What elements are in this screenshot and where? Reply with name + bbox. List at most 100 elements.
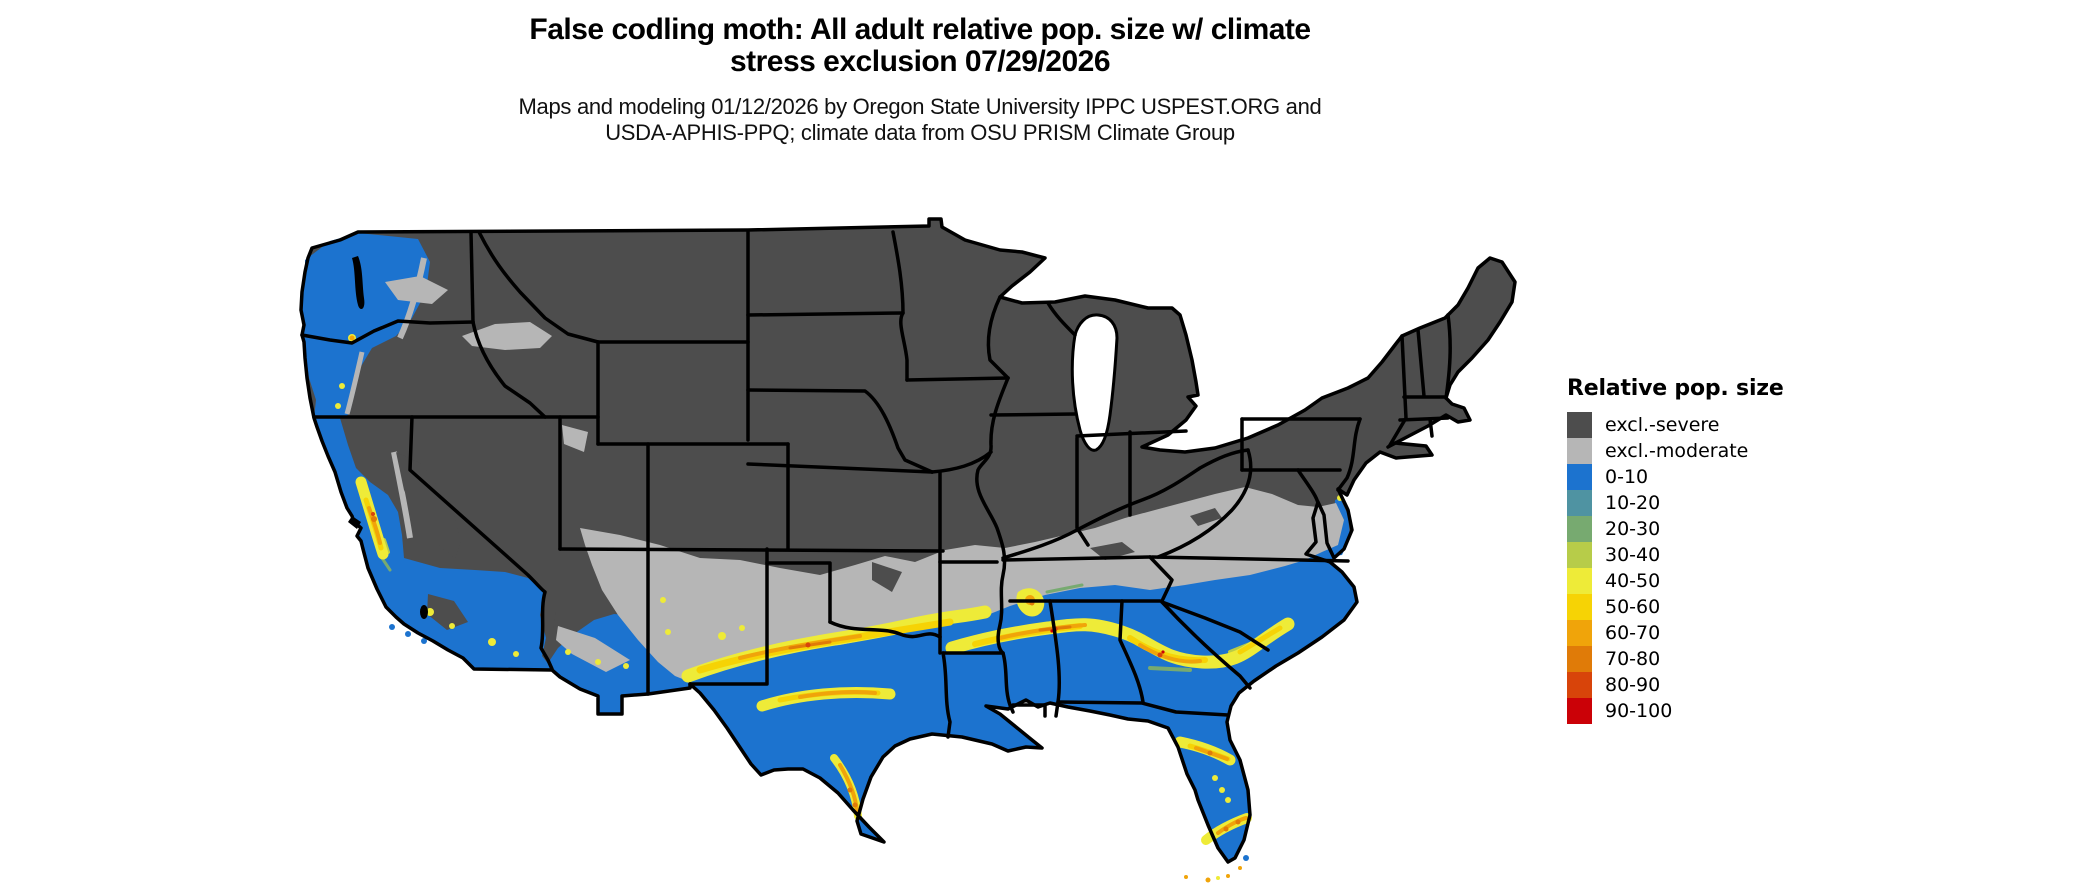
speck-yellow: [595, 659, 601, 665]
speck-yellow: [565, 649, 571, 655]
border-nh-me: [1444, 313, 1452, 400]
speck-70-80: [1207, 750, 1213, 756]
border-la-ms-31n: [1011, 703, 1047, 718]
regions-excl-moderate: [344, 257, 1344, 682]
page-title-line2: stress exclusion 07/29/2026: [729, 45, 1111, 78]
region-blue-pnw: [301, 233, 430, 418]
border-ms-al: [1048, 599, 1062, 718]
puget-sound: [352, 256, 365, 310]
speck-70-80: [1235, 819, 1241, 825]
conus-outline: [299, 217, 1517, 864]
map-header: False codling moth: All adult relative p…: [260, 14, 1580, 146]
border-wa-or: [300, 319, 475, 345]
keys-speck: [1238, 866, 1242, 870]
speck-yellow: [335, 403, 341, 409]
keys-speck: [1205, 877, 1211, 883]
legend-swatch: [1567, 646, 1592, 672]
legend-item-90-100: 90-100: [1567, 698, 1784, 724]
region-moderate-arizona: [556, 626, 630, 672]
border-red-river: [828, 620, 942, 639]
legend-label: 90-100: [1605, 700, 1673, 722]
legend-label: 50-60: [1605, 596, 1661, 618]
border-vt-nh: [1416, 328, 1426, 398]
patch-severe-sierra: [396, 452, 461, 558]
border-nm-tx: [688, 547, 769, 686]
border-fl-north: [1056, 700, 1230, 717]
map-subtitle: Maps and modeling 01/12/2026 by Oregon S…: [260, 94, 1580, 146]
border-sd-ne: [746, 388, 934, 474]
patch-severe-coloradoriver: [542, 600, 556, 638]
salton-sea: [420, 605, 428, 619]
core-orange-central-valley: [367, 506, 382, 545]
legend-item-20-30: 20-30: [1567, 516, 1784, 542]
map-legend: Relative pop. size excl.-severe excl.-mo…: [1567, 376, 1784, 724]
legend-swatch-icon: [1567, 516, 1592, 542]
core-orange-southeast-2: [1138, 643, 1202, 664]
border-al-ga: [1118, 599, 1145, 704]
border-ok-panhandle: [765, 561, 832, 624]
speck-yellow: [339, 383, 345, 389]
core-orange-northflorida: [1194, 746, 1229, 761]
border-ohio-river: [1001, 448, 1250, 560]
fringe-20-30-ga: [1148, 666, 1192, 672]
speck-yellow: [449, 623, 455, 629]
legend-swatch: [1567, 594, 1592, 620]
legend-title: Relative pop. size: [1567, 376, 1784, 401]
border-potomac: [1296, 468, 1320, 505]
legend-swatch-icon: [1567, 412, 1592, 438]
page-title-line1: False codling moth: All adult relative p…: [529, 13, 1311, 46]
speck-80-90: [1157, 652, 1163, 658]
legend-swatch-icon: [1567, 490, 1592, 516]
legend-label: 0-10: [1605, 466, 1649, 488]
border-va-nc: [1150, 555, 1350, 563]
speck-yellow: [718, 632, 726, 640]
legend-label: 20-30: [1605, 518, 1661, 540]
border-il-in: [1075, 436, 1090, 547]
speck-yellow: [660, 597, 666, 603]
legend-item-40-50: 40-50: [1567, 568, 1784, 594]
patch-severe-oklahoma: [872, 562, 902, 592]
florida-tip-dot: [1243, 855, 1249, 861]
legend-swatch: [1567, 620, 1592, 646]
border-mn-wi: [986, 295, 1010, 380]
legend-swatch: [1567, 568, 1592, 594]
speck-yellow: [623, 663, 629, 669]
border-ga-sc: [1160, 600, 1252, 690]
legend-swatch: [1567, 672, 1592, 698]
island-dot: [389, 624, 395, 630]
subtitle-line1: Maps and modeling 01/12/2026 by Oregon S…: [518, 94, 1322, 119]
patch-severe-tennessee1: [1090, 542, 1135, 560]
fringe-moderate-cascades-or: [344, 351, 365, 415]
speck-yellow: [1212, 775, 1218, 781]
legend-swatch-icon: [1567, 672, 1592, 698]
legend-swatch-icon: [1567, 464, 1592, 490]
border-ia-mo: [930, 450, 993, 474]
state-borders: [299, 217, 1517, 864]
fringe-moderate-cascades-wa: [397, 257, 427, 340]
border-delaware-river: [1336, 417, 1362, 492]
legend-swatch-icon: [1567, 568, 1592, 594]
border-id-mt: [477, 230, 600, 344]
lake-michigan: [1070, 313, 1119, 452]
legend-swatch: [1567, 542, 1592, 568]
region-moderate-snake: [462, 322, 552, 350]
legend-item-10-20: 10-20: [1567, 490, 1784, 516]
border-wa-id: [469, 230, 475, 324]
legend-swatch: [1567, 412, 1592, 438]
speck-yellow: [1216, 876, 1220, 880]
speck-70-80: [847, 787, 853, 793]
speck-yellow: [1219, 787, 1225, 793]
legend-label: 10-20: [1605, 492, 1661, 514]
legend-item-0-10: 0-10: [1567, 464, 1784, 490]
patch-severe-mojave: [427, 594, 468, 630]
legend-item-excl-moderate: excl.-moderate: [1567, 438, 1784, 464]
legend-swatch: [1567, 438, 1592, 464]
speck-80-90: [371, 512, 375, 516]
legend-swatch: [1567, 464, 1592, 490]
legend-label: excl.-severe: [1605, 414, 1720, 436]
border-tn-nc: [1148, 555, 1174, 603]
border-ky-tn: [1001, 555, 1152, 562]
legend-swatch-icon: [1567, 620, 1592, 646]
